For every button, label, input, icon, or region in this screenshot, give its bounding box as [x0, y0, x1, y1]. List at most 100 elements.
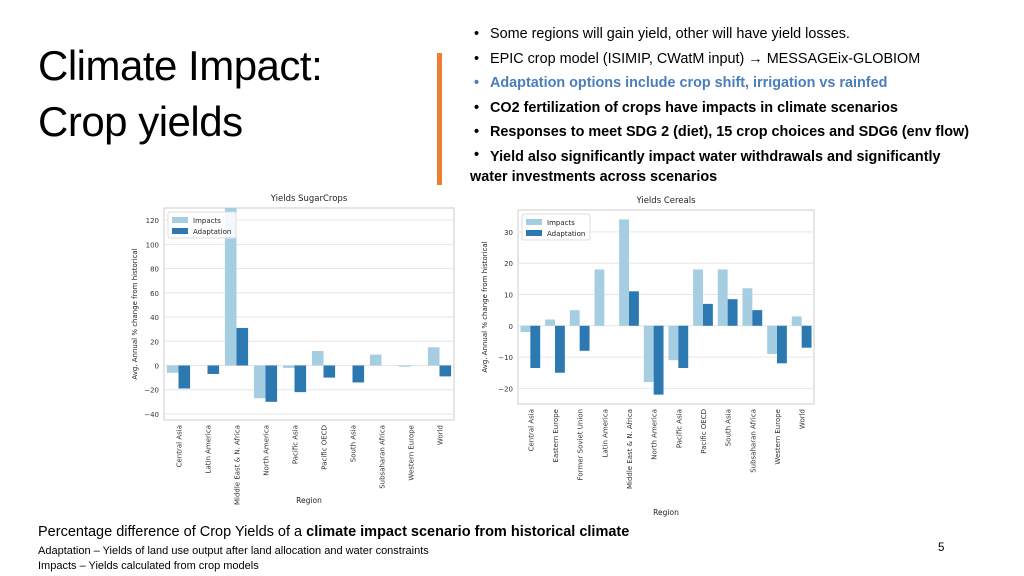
- x-category-label: Middle East & N. Africa: [626, 409, 634, 489]
- legend-label: Impacts: [193, 217, 221, 225]
- legend-label: Impacts: [547, 219, 575, 227]
- adaptation-bar: [703, 303, 713, 326]
- x-category-label: Central Asia: [527, 409, 535, 451]
- bullet-item: Adaptation options include crop shift, i…: [470, 71, 1010, 96]
- adaptation-bar: [207, 365, 220, 374]
- adaptation-bar: [752, 310, 763, 326]
- x-category-label: Latin America: [205, 425, 213, 473]
- chart-svg: −40 −20 0 20 40 60 80 100 120 Central Asia Latin A…: [131, 194, 455, 505]
- y-axis-label: Avg. Annual % change from historical: [131, 248, 139, 379]
- x-category-label: North America: [651, 409, 659, 460]
- x-category-label: Western Europe: [774, 409, 782, 465]
- adaptation-bar: [530, 325, 541, 369]
- impacts-bar: [668, 325, 679, 361]
- chart-title: Yields SugarCrops: [270, 194, 348, 204]
- sugarcrops-chart: −40 −20 0 20 40 60 80 100 120 Central Asia Latin A…: [128, 188, 458, 508]
- y-tick-label: −20: [498, 385, 513, 393]
- impacts-bar: [520, 325, 531, 333]
- x-axis-label: Region: [653, 508, 679, 517]
- impacts-bar: [693, 269, 703, 326]
- x-category-label: Pacific Asia: [675, 409, 683, 448]
- x-axis-label: Region: [296, 496, 322, 505]
- accent-divider: [437, 53, 442, 185]
- bullet-item: Yield also significantly impact water wi…: [470, 145, 1010, 187]
- y-tick-label: 0: [509, 323, 513, 331]
- impacts-bar: [253, 365, 266, 399]
- impacts-bar: [545, 319, 555, 326]
- y-tick-label: 60: [150, 290, 159, 298]
- x-category-label: World: [799, 409, 807, 429]
- impacts-bar: [717, 269, 728, 326]
- adaptation-bar: [579, 325, 590, 351]
- legend-label: Adaptation: [193, 228, 231, 236]
- y-tick-label: 120: [146, 217, 159, 225]
- bullet-item: Some regions will gain yield, other will…: [470, 22, 1010, 47]
- note-impacts: Impacts – Yields calculated from crop mo…: [38, 560, 259, 572]
- footer-caption: Percentage difference of Crop Yields of …: [38, 524, 629, 540]
- note-adaptation: Adaptation – Yields of land use output a…: [38, 545, 429, 557]
- x-category-label: Pacific OECD: [700, 409, 708, 454]
- impacts-bar: [742, 288, 753, 326]
- y-tick-label: −20: [144, 387, 159, 395]
- y-tick-label: 0: [155, 362, 159, 370]
- adaptation-bar: [653, 325, 664, 395]
- x-category-label: North America: [263, 425, 271, 476]
- title-line-1: Climate Impact:: [38, 42, 323, 89]
- adaptation-bar: [294, 365, 307, 393]
- footer-caption-bold: climate impact scenario from historical …: [306, 524, 630, 540]
- legend-swatch: [172, 217, 188, 223]
- impacts-bar: [224, 208, 237, 366]
- x-category-label: Latin America: [601, 409, 609, 457]
- legend-swatch: [526, 219, 542, 225]
- x-category-label: Central Asia: [176, 425, 184, 467]
- x-category-label: Western Europe: [408, 425, 416, 481]
- impacts-bar: [427, 347, 440, 366]
- y-tick-label: 10: [504, 291, 513, 299]
- x-category-label: South Asia: [725, 409, 733, 446]
- adaptation-bar: [629, 291, 639, 326]
- adaptation-bar: [439, 365, 452, 377]
- slide-title: Climate Impact: Crop yields: [38, 38, 398, 150]
- cereals-chart: −20 −10 0 10 20 30 Central Asia Eastern Europe F…: [478, 190, 818, 520]
- bullet-text-continued: water investments across scenarios: [470, 168, 718, 185]
- adaptation-bar: [178, 365, 191, 389]
- adaptation-bar: [801, 325, 812, 348]
- impacts-bar: [767, 325, 777, 354]
- x-category-label: Middle East & N. Africa: [234, 425, 242, 505]
- y-tick-label: 30: [504, 229, 513, 237]
- bullet-item: EPIC crop model (ISIMIP, CWatM input) → …: [470, 47, 1010, 72]
- page-number: 5: [938, 542, 945, 554]
- x-category-label: World: [437, 425, 445, 445]
- adaptation-bar: [727, 299, 738, 326]
- impacts-bar: [594, 269, 605, 326]
- y-tick-label: 20: [150, 338, 159, 346]
- impacts-bar: [282, 365, 295, 368]
- x-category-label: Subsaharan Africa: [749, 409, 757, 473]
- y-axis-label: Avg. Annual % change from historical: [481, 241, 489, 372]
- impacts-bar: [311, 350, 324, 366]
- impacts-bar: [166, 365, 179, 373]
- legend-swatch: [172, 228, 188, 234]
- y-tick-label: −40: [144, 411, 159, 419]
- impacts-bar: [619, 219, 629, 326]
- impacts-bar: [369, 354, 382, 366]
- x-category-label: Eastern Europe: [552, 409, 560, 462]
- x-category-label: Former Soviet Union: [577, 409, 585, 480]
- bullet-text: Yield also significantly impact water wi…: [490, 148, 941, 165]
- impacts-bar: [569, 310, 580, 326]
- y-tick-label: 20: [504, 260, 513, 268]
- bullet-item: Responses to meet SDG 2 (diet), 15 crop …: [470, 120, 1010, 145]
- adaptation-bar: [265, 365, 278, 402]
- y-tick-label: 40: [150, 314, 159, 322]
- bullet-list: Some regions will gain yield, other will…: [470, 22, 1010, 187]
- x-category-label: Pacific Asia: [292, 425, 300, 464]
- y-tick-label: 100: [146, 241, 159, 249]
- bullet-item: CO2 fertilization of crops have impacts …: [470, 96, 1010, 121]
- adaptation-bar: [777, 325, 787, 364]
- impacts-bar: [791, 316, 802, 326]
- adaptation-bar: [236, 327, 249, 366]
- adaptation-bar: [323, 365, 336, 378]
- x-category-label: South Asia: [350, 425, 358, 462]
- adaptation-bar: [555, 325, 565, 373]
- impacts-bar: [398, 365, 411, 367]
